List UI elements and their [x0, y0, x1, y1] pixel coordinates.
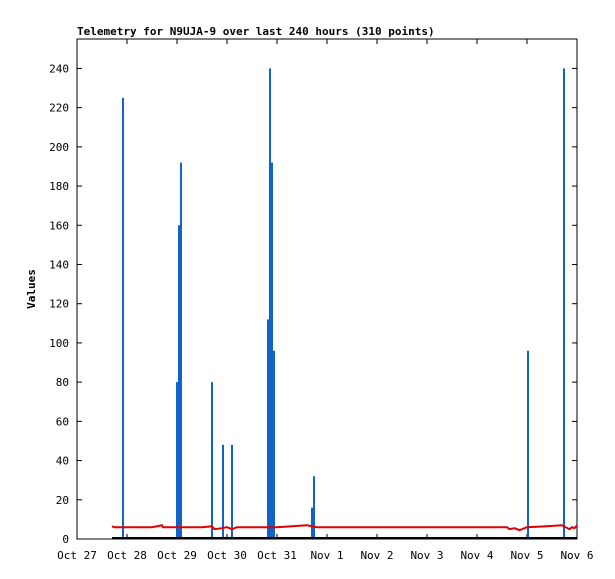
x-tick-label: Nov 6 — [560, 549, 593, 562]
x-tick-label: Nov 2 — [360, 549, 393, 562]
spike-bar — [122, 97, 124, 539]
x-tick-label: Nov 1 — [310, 549, 343, 562]
spike-bar — [527, 350, 529, 539]
spike-bar — [273, 350, 275, 539]
plot-frame — [76, 38, 578, 540]
y-tick-label: 180 — [49, 180, 69, 193]
spike-bars — [122, 68, 565, 539]
y-tick-label: 140 — [49, 258, 69, 271]
x-tick-label: Oct 28 — [107, 549, 147, 562]
x-tick-label: Nov 4 — [460, 549, 493, 562]
x-tick-label: Nov 3 — [410, 549, 443, 562]
x-tick-label: Oct 29 — [157, 549, 197, 562]
spike-bar — [222, 444, 224, 539]
x-tick-label: Oct 31 — [257, 549, 297, 562]
y-tick-label: 240 — [49, 62, 69, 75]
y-tick-label: 120 — [49, 298, 69, 311]
spike-bar — [267, 319, 269, 539]
spike-bar — [178, 225, 180, 539]
y-axis-label: Values — [25, 269, 38, 309]
x-tick-label: Oct 27 — [57, 549, 97, 562]
spike-bar — [231, 444, 233, 539]
y-tick-label: 20 — [56, 494, 69, 507]
chart-title: Telemetry for N9UJA-9 over last 240 hour… — [77, 25, 435, 38]
spike-bar — [311, 507, 313, 539]
y-axis-ticks: 0 20 40 60 80 100 120 140 160 180 200 220 240 — [49, 62, 577, 546]
y-tick-label: 100 — [49, 337, 69, 350]
x-tick-label: Nov 5 — [510, 549, 543, 562]
y-tick-label: 40 — [56, 455, 69, 468]
spike-bar — [180, 162, 182, 539]
spike-bar — [271, 162, 273, 539]
x-axis-ticks: Oct 27 Oct 28 Oct 29 Oct 30 Oct 31 Nov 1 Nov 2… — [57, 39, 594, 562]
x-tick-label: Oct 30 — [207, 549, 247, 562]
spike-bar — [563, 68, 565, 539]
y-tick-label: 60 — [56, 415, 69, 428]
spike-bar — [269, 68, 271, 539]
y-tick-label: 220 — [49, 102, 69, 115]
y-tick-label: 0 — [62, 533, 69, 546]
spike-bar — [211, 382, 213, 539]
y-tick-label: 80 — [56, 376, 69, 389]
spike-bar — [313, 476, 315, 539]
spike-bar — [176, 382, 178, 539]
baseline-series-line — [111, 524, 578, 532]
y-tick-label: 160 — [49, 219, 69, 232]
y-tick-label: 200 — [49, 141, 69, 154]
